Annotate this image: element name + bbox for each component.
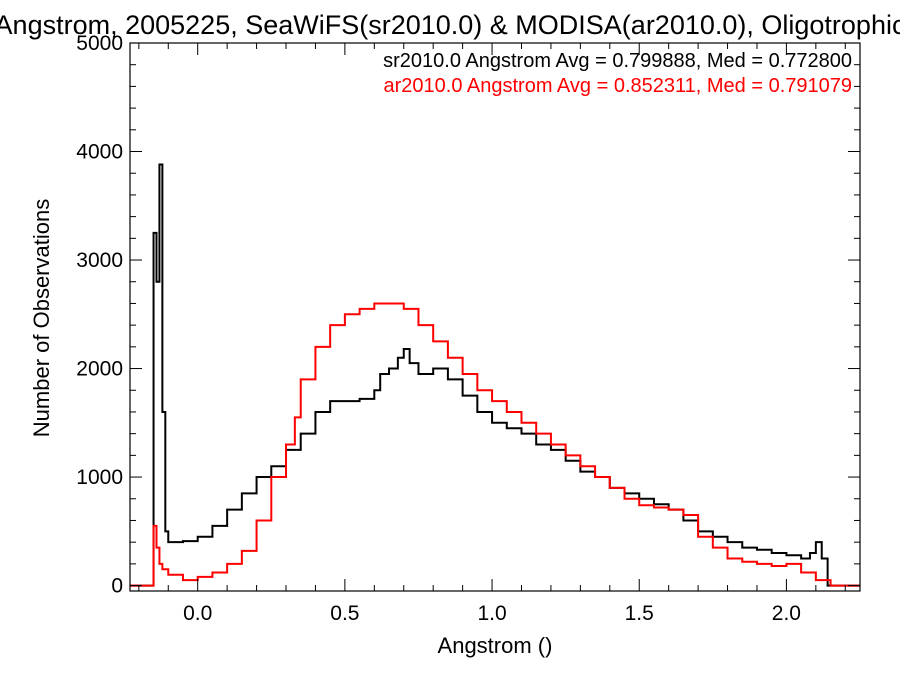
x-tick-label: 2.0 <box>772 602 801 625</box>
y-tick-label: 1000 <box>76 466 123 489</box>
y-tick-label: 3000 <box>76 249 123 272</box>
plot-frame <box>129 42 861 592</box>
y-tick-label: 2000 <box>76 358 123 381</box>
y-tick-label: 0 <box>111 575 123 598</box>
x-tick-label: 0.5 <box>330 602 359 625</box>
series-line-2 <box>130 302 860 587</box>
annotation-line-1: sr2010.0 Angstrom Avg = 0.799888, Med = … <box>383 50 852 72</box>
y-tick-label: 5000 <box>76 32 123 55</box>
x-tick-label: 0.0 <box>183 602 212 625</box>
x-axis-label: Angstrom () <box>438 633 553 658</box>
legend-annotations: sr2010.0 Angstrom Avg = 0.799888, Med = … <box>383 50 852 97</box>
x-tick-label: 1.5 <box>625 602 654 625</box>
x-tick-label: 1.0 <box>477 602 506 625</box>
annotation-line-2: ar2010.0 Angstrom Avg = 0.852311, Med = … <box>383 75 852 97</box>
chart-marks <box>130 163 860 587</box>
x-axis-ticks: 0.0 0.5 1.0 1.5 2.0 <box>138 43 846 625</box>
y-axis-label: Number of Observations <box>29 199 54 437</box>
chart-title: Angstrom, 2005225, SeaWiFS(sr2010.0) & M… <box>0 10 900 40</box>
y-tick-label: 4000 <box>76 141 123 164</box>
series-line-1 <box>130 163 860 587</box>
y-axis-ticks: 0 1000 2000 3000 4000 5000 <box>76 32 860 598</box>
